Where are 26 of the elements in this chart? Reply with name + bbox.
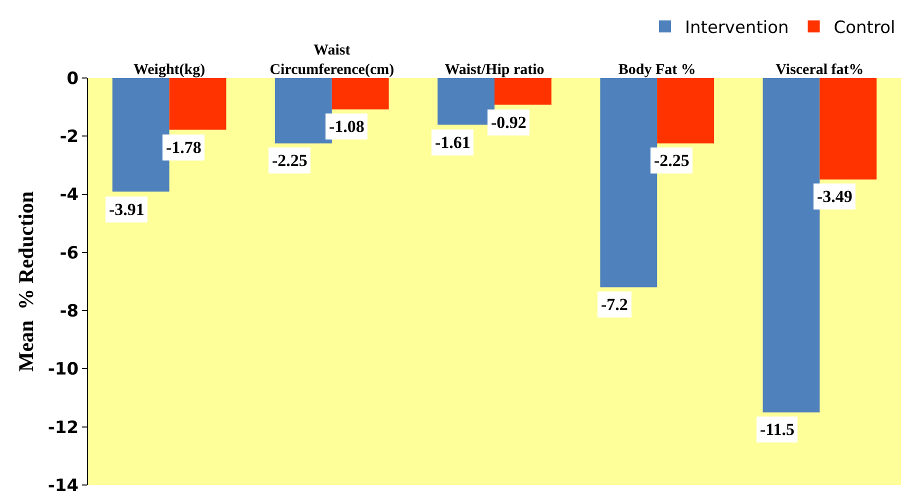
y-tick-label: -14 (48, 476, 79, 496)
x-tick-label: Visceral fat% (776, 62, 864, 78)
y-tick-label: 0 (66, 68, 79, 89)
data-label: -1.08 (329, 117, 364, 136)
data-label: -2.25 (654, 151, 690, 170)
y-tick-label: -4 (60, 185, 79, 206)
x-tick-label: Body Fat % (618, 62, 696, 78)
y-tick-label: -8 (60, 302, 79, 322)
data-label: -3.91 (109, 200, 144, 219)
data-label: -3.49 (817, 187, 852, 206)
data-label: -1.78 (166, 138, 202, 157)
data-label: -11.5 (760, 420, 794, 439)
y-tick-label: -10 (48, 360, 79, 380)
data-label: -7.2 (601, 295, 628, 314)
y-axis-title: Mean % Reduction (14, 191, 38, 372)
x-tick-label: Waist/Hip ratio (444, 62, 544, 78)
y-tick-label: -12 (48, 418, 79, 438)
legend-label: Control (834, 18, 896, 38)
y-tick-label: -2 (60, 127, 79, 148)
x-tick-label: Waist Circumference(cm) (270, 42, 394, 78)
x-tick-label: Weight(kg) (133, 62, 206, 78)
data-label: -0.92 (491, 113, 526, 132)
data-label: -1.61 (435, 133, 470, 152)
data-label: -2.25 (272, 151, 308, 170)
legend-label: Intervention (685, 18, 789, 38)
y-tick-label: -6 (60, 243, 79, 264)
